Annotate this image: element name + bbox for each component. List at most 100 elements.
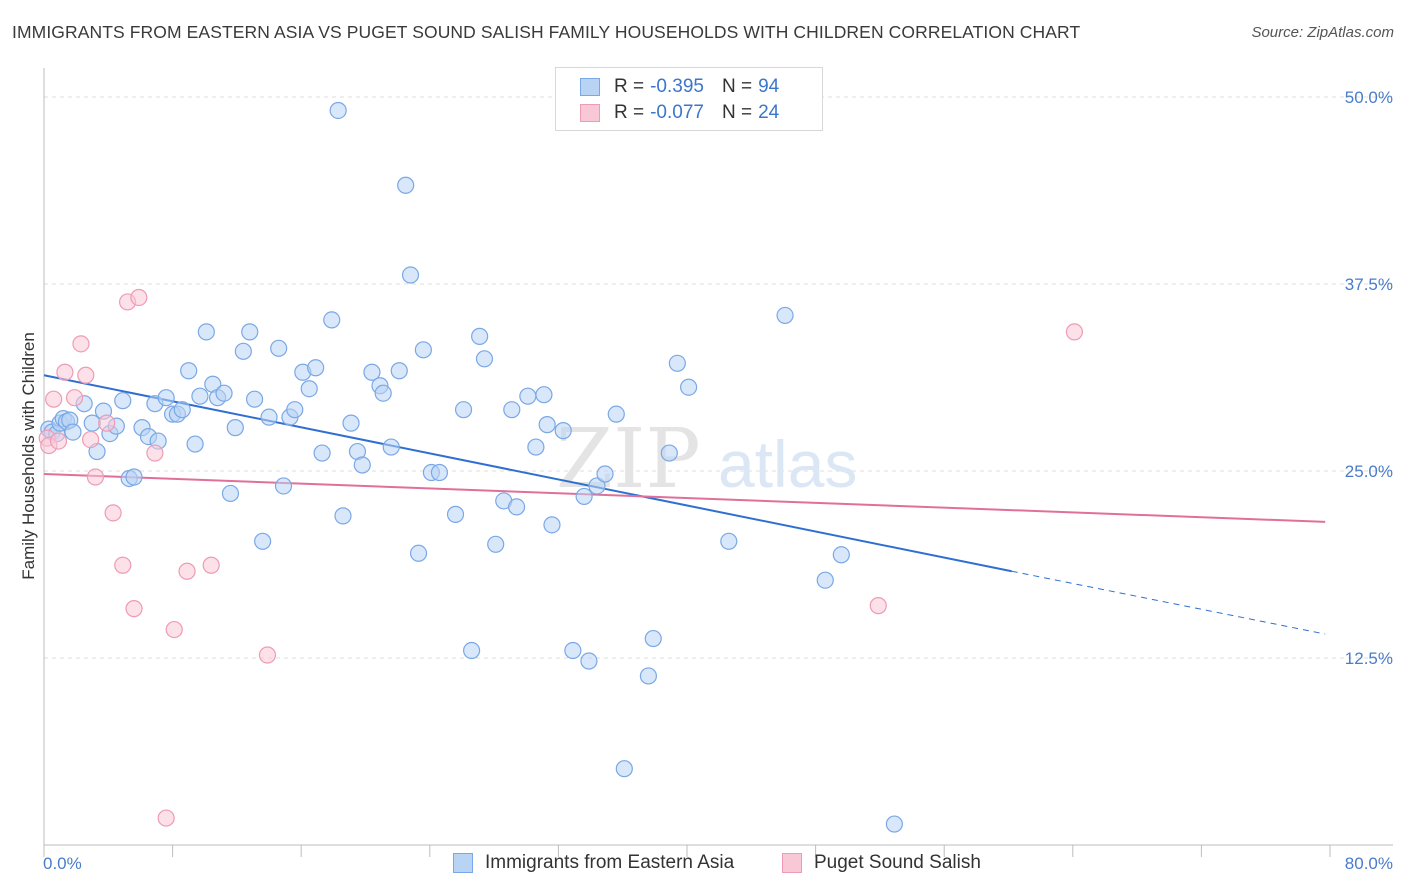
data-point-eastern-asia [221,484,240,503]
trendline-puget-sound-salish [43,472,1326,523]
data-point-puget-sound-salish [869,597,887,615]
data-point-eastern-asia [475,350,494,368]
legend-r-label: R = [614,102,645,123]
legend-r-value: -0.077 [650,102,704,123]
data-point-eastern-asia [535,386,553,404]
data-point-eastern-asia [64,423,82,441]
trendline-solid [43,374,1012,573]
data-point-puget-sound-salish [1065,323,1084,341]
data-point-eastern-asia [401,266,420,284]
series-legend: Immigrants from Eastern Asia Puget Sound… [0,852,1406,878]
data-point-puget-sound-salish [65,389,84,407]
data-point-eastern-asia [615,760,633,778]
data-point-puget-sound-salish [202,556,220,574]
data-point-eastern-asia [260,408,278,426]
data-point-eastern-asia [313,444,331,462]
data-point-puget-sound-salish [49,432,68,450]
data-point-eastern-asia [197,323,215,341]
data-point-eastern-asia [226,419,244,437]
data-point-puget-sound-salish [165,620,183,639]
data-point-eastern-asia [173,401,191,419]
data-point-eastern-asia [885,815,903,833]
legend-n-label: N = [721,102,753,123]
data-point-eastern-asia [254,532,272,550]
data-point-eastern-asia [342,414,360,432]
data-point-eastern-asia [527,438,545,456]
data-point-puget-sound-salish [146,444,164,462]
data-point-eastern-asia [554,422,572,440]
data-point-puget-sound-salish [130,288,148,307]
data-point-puget-sound-salish [86,468,105,486]
data-point-eastern-asia [607,405,625,423]
series-swatch-pink [782,853,802,873]
data-point-puget-sound-salish [104,504,122,522]
data-point-eastern-asia [680,378,698,396]
data-point-eastern-asia [274,477,293,495]
data-point-eastern-asia [191,387,209,405]
data-point-eastern-asia [720,532,738,550]
y-tick-label: 50.0% [1345,88,1393,107]
data-point-puget-sound-salish [98,414,116,432]
watermark: ZIP atlas [556,412,857,507]
data-point-eastern-asia [307,359,325,377]
data-point-puget-sound-salish [258,646,277,664]
legend-n-value: 24 [758,102,780,123]
data-point-eastern-asia [270,339,288,357]
trendline-solid [43,472,1326,523]
data-point-eastern-asia [180,362,198,380]
data-point-eastern-asia [660,444,678,462]
data-point-puget-sound-salish [56,363,74,381]
legend-swatch-pink [580,104,600,122]
data-point-eastern-asia [241,323,259,341]
data-point-puget-sound-salish [72,335,90,353]
series-legend-label: Puget Sound Salish [814,852,981,873]
trendline-immigrants-eastern-asia [43,374,1326,635]
data-point-eastern-asia [543,516,561,534]
y-tick-label: 25.0% [1345,462,1393,481]
data-point-eastern-asia [409,544,428,562]
legend-n-value: 94 [758,76,780,97]
data-point-eastern-asia [390,362,408,380]
data-point-eastern-asia [596,465,614,483]
data-point-eastern-asia [382,438,400,456]
data-point-eastern-asia [538,416,556,434]
axes [43,68,1393,857]
data-point-puget-sound-salish [157,809,175,827]
data-point-eastern-asia [215,384,233,402]
data-point-puget-sound-salish [114,556,132,574]
data-point-eastern-asia [234,342,252,360]
data-point-eastern-asia [668,354,686,372]
data-point-eastern-asia [832,546,850,564]
data-point-eastern-asia [430,463,449,482]
legend-swatch-blue [580,78,600,96]
data-point-eastern-asia [508,498,526,516]
legend-row-blue: R = -0.395 N = 94 [580,75,779,99]
points-puget-sound-salish [38,288,1084,827]
data-point-eastern-asia [519,387,537,405]
data-point-eastern-asia [414,341,432,359]
data-point-eastern-asia [639,667,658,685]
data-point-eastern-asia [363,363,381,381]
data-point-eastern-asia [776,306,794,325]
data-point-puget-sound-salish [45,390,63,408]
data-point-puget-sound-salish [82,430,100,449]
series-legend-item-puget-sound-salish: Puget Sound Salish [782,852,981,874]
data-point-eastern-asia [374,384,392,402]
gridlines [44,96,1393,659]
data-point-eastern-asia [446,505,465,523]
points-immigrants-eastern-asia [40,101,903,833]
data-point-eastern-asia [329,101,347,120]
correlation-legend: R = -0.395 N = 94 R = -0.077 N = 24 [555,67,823,131]
data-point-eastern-asia [575,487,593,506]
data-point-eastern-asia [300,380,318,398]
legend-r-label: R = [614,76,645,97]
legend-r-value: -0.395 [650,76,704,97]
data-point-eastern-asia [125,468,143,486]
y-axis-label: Family Households with Children [19,332,38,580]
chart-source: Source: ZipAtlas.com [1251,24,1394,41]
y-tick-label: 12.5% [1345,649,1393,668]
data-point-eastern-asia [114,392,132,410]
data-point-eastern-asia [334,507,352,525]
series-swatch-blue [453,853,473,873]
